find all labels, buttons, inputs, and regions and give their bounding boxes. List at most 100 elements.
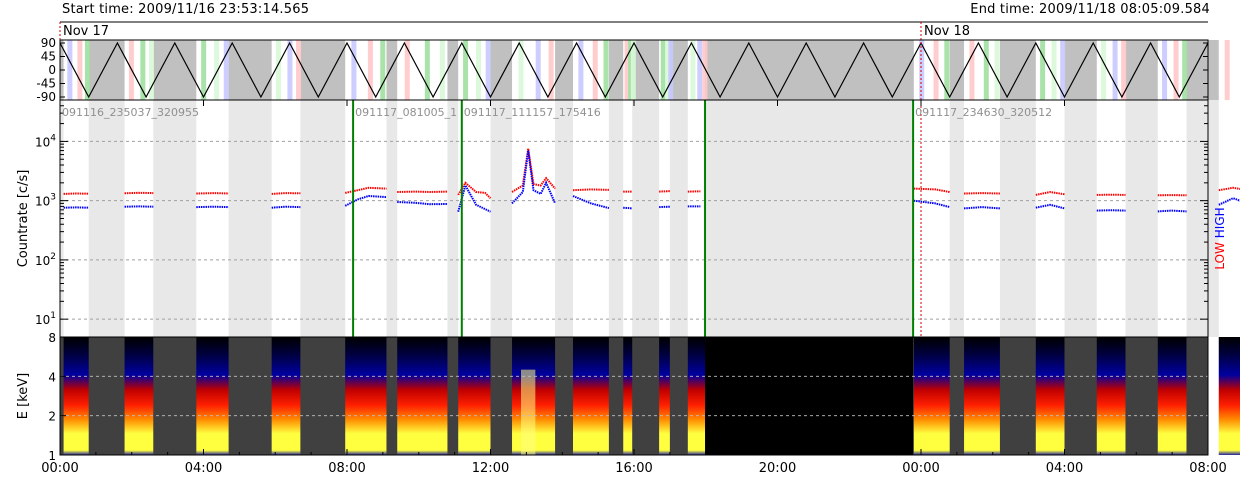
attitude-mode-stripe xyxy=(1121,40,1127,100)
countrate-series-high xyxy=(63,150,1240,213)
attitude-ytick-label: -90 xyxy=(36,90,56,104)
countrate-segment xyxy=(1218,186,1240,192)
attitude-mode-stripe xyxy=(535,40,541,100)
attitude-mode-stripe xyxy=(424,40,430,100)
countrate-gap-shade xyxy=(632,100,660,337)
attitude-mode-stripe xyxy=(1101,40,1107,100)
spectrogram-interval xyxy=(345,337,387,455)
attitude-mode-stripe xyxy=(84,40,90,100)
xtick-label: 20:00 xyxy=(759,461,796,476)
attitude-mode-stripe xyxy=(67,40,73,100)
attitude-mode-stripe xyxy=(518,40,524,100)
countrate-segment xyxy=(1035,190,1065,196)
xtick-label: 00:00 xyxy=(41,461,78,476)
day-label: Nov 17 xyxy=(63,24,109,39)
attitude-mode-stripe xyxy=(1182,40,1188,100)
xtick-label: 16:00 xyxy=(615,461,652,476)
xtick-label: 08:00 xyxy=(1189,461,1226,476)
countrate-gap-shade xyxy=(608,100,624,337)
countrate-gap-shade xyxy=(555,100,574,337)
attitude-mode-stripe xyxy=(1060,40,1066,100)
attitude-mode-stripe xyxy=(665,40,671,100)
attitude-gap-shade xyxy=(300,40,346,100)
attitude-mode-stripe xyxy=(351,40,357,100)
countrate-segment xyxy=(344,194,387,207)
attitude-gap-shade xyxy=(153,40,197,100)
attitude-gap-shade xyxy=(386,40,398,100)
observation-id-label: 091116_235037_320955 xyxy=(62,106,199,119)
countrate-segment xyxy=(344,186,387,194)
countrate-segment xyxy=(271,205,301,209)
countrate-right-label: LOW HIGH xyxy=(1213,207,1227,269)
attitude-mode-stripe xyxy=(439,40,445,100)
attitude-mode-stripe xyxy=(77,40,83,100)
countrate-segment xyxy=(124,191,154,195)
attitude-mode-stripe xyxy=(140,40,146,100)
attitude-mode-stripe xyxy=(697,40,703,100)
attitude-mode-stripe xyxy=(969,40,975,100)
attitude-mode-stripe xyxy=(275,40,281,100)
countrate-segment xyxy=(659,190,670,193)
countrate-gap-shade xyxy=(999,100,1036,337)
attitude-mode-stripe xyxy=(919,40,925,100)
countrate-ytick-label: 101 xyxy=(35,311,56,327)
attitude-ytick-label: 45 xyxy=(41,50,56,64)
spectrogram-interval xyxy=(913,337,950,455)
attitude-mode-stripe xyxy=(578,40,584,100)
attitude-mode-stripe xyxy=(668,40,674,100)
countrate-gap-shade xyxy=(1125,100,1158,337)
spectrogram-interval xyxy=(458,337,491,455)
xtick-label: 04:00 xyxy=(185,461,222,476)
countrate-segment xyxy=(397,201,448,206)
countrate-segment xyxy=(913,199,950,209)
attitude-mode-stripe xyxy=(214,40,220,100)
spectrogram-interval xyxy=(573,337,609,455)
spectrogram-ytick-label: 8 xyxy=(48,331,56,345)
attitude-gap-shade xyxy=(1064,40,1097,100)
attitude-shading xyxy=(60,40,1230,100)
attitude-mode-stripe xyxy=(148,40,154,100)
spectrogram-interval xyxy=(623,337,633,455)
countrate-segment xyxy=(572,195,610,210)
end-time-label: End time: 2009/11/18 08:05:09.584 xyxy=(970,2,1210,17)
attitude-mode-stripe xyxy=(287,40,293,100)
countrate-segment xyxy=(572,188,609,192)
attitude-mode-stripe xyxy=(1224,40,1230,100)
countrate-gap-shade xyxy=(669,100,688,337)
countrate-ytick-label: 102 xyxy=(35,252,56,268)
attitude-gap-shade xyxy=(669,40,688,100)
countrate-segment xyxy=(271,192,301,195)
countrate-gap-shade xyxy=(949,100,965,337)
attitude-gap-shade xyxy=(490,40,513,100)
attitude-ytick-label: 0 xyxy=(48,63,56,77)
attitude-ytick-label: 90 xyxy=(41,36,56,50)
attitude-gap-shade xyxy=(949,40,965,100)
attitude-mode-stripe xyxy=(548,40,554,100)
spectrogram-ytick-label: 4 xyxy=(48,370,56,384)
countrate-segment xyxy=(457,182,491,213)
attitude-gap-shade xyxy=(632,40,660,100)
countrate-segment xyxy=(1218,197,1240,206)
xtick-label: 08:00 xyxy=(328,461,365,476)
attitude-gap-shade xyxy=(999,40,1036,100)
attitude-mode-stripe xyxy=(944,40,950,100)
spectrogram-data xyxy=(63,337,1240,455)
spectrogram-interval xyxy=(124,337,154,455)
attitude-gap-shade xyxy=(1125,40,1158,100)
attitude-mode-stripe xyxy=(630,40,636,100)
xtick-label: 04:00 xyxy=(1046,461,1083,476)
attitude-mode-stripe xyxy=(1051,40,1057,100)
countrate-gap-shade xyxy=(153,100,197,337)
countrate-segment xyxy=(913,187,950,193)
attitude-mode-stripe xyxy=(367,40,373,100)
attitude-mode-stripe xyxy=(592,40,598,100)
attitude-mode-stripe xyxy=(380,40,386,100)
attitude-mode-stripe xyxy=(463,40,469,100)
start-time-label: Start time: 2009/11/16 23:53:14.565 xyxy=(62,2,310,17)
observation-id-label: 091117_081005_1 xyxy=(355,106,457,119)
spectrogram-interval xyxy=(659,337,670,455)
spectrogram-interval xyxy=(964,337,1000,455)
countrate-segment xyxy=(1157,209,1187,213)
